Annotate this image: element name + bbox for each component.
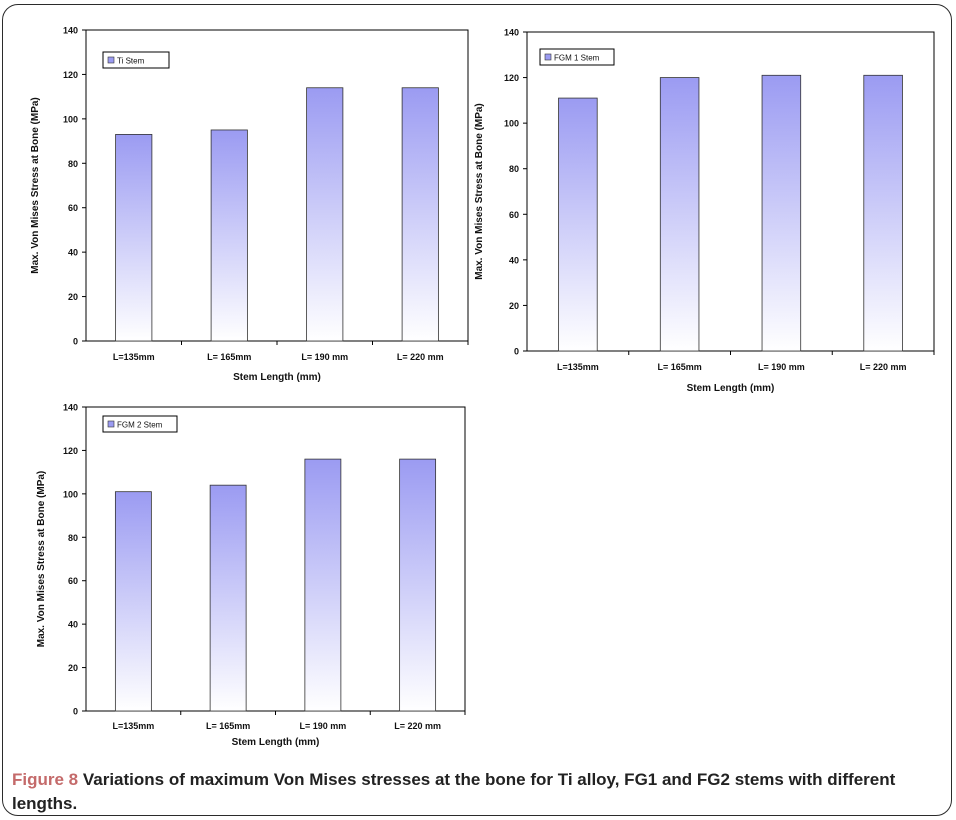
x-tick-label: L=135mm	[113, 352, 155, 362]
legend-label: FGM 2 Stem	[117, 421, 163, 430]
bar	[306, 87, 344, 342]
figure-charts: 0 20 40 60 80 100 120 140 L=135mm L= 165mm L= 190 …	[30, 26, 935, 748]
y-tick-label: 20	[509, 301, 519, 311]
y-tick-label: 140	[63, 26, 78, 36]
bar	[659, 77, 700, 352]
y-axis-title: Max. Von Mises Stress at Bone (MPa)	[30, 97, 41, 274]
bar	[863, 74, 903, 352]
y-tick-label: 20	[68, 292, 78, 302]
legend-box	[102, 51, 170, 69]
x-tick-label: L= 220 mm	[394, 721, 441, 731]
y-tick-label: 60	[68, 576, 78, 586]
y-tick-label: 60	[509, 210, 519, 220]
y-tick-label: 140	[504, 28, 519, 38]
bar	[558, 97, 598, 352]
y-tick-label: 140	[63, 403, 78, 413]
x-tick-label: L= 190 mm	[301, 352, 348, 362]
legend-swatch	[544, 53, 552, 61]
bar	[304, 458, 342, 712]
x-tick-label: L= 165mm	[657, 362, 701, 372]
y-tick-label: 40	[509, 255, 519, 265]
y-tick-label: 60	[68, 203, 78, 213]
y-tick-label: 100	[63, 489, 78, 499]
y-tick-label: 100	[504, 119, 519, 129]
y-tick-label: 100	[63, 114, 78, 124]
y-tick-label: 0	[73, 337, 78, 347]
legend-box	[102, 415, 178, 433]
bar	[115, 134, 153, 342]
x-tick-label: L= 190 mm	[758, 362, 805, 372]
bar	[114, 491, 152, 712]
y-tick-label: 20	[68, 663, 78, 673]
y-tick-label: 80	[509, 164, 519, 174]
legend-label: Ti Stem	[117, 57, 145, 66]
bar	[399, 458, 437, 712]
x-tick-label: L= 165mm	[207, 352, 251, 362]
x-tick-label: L=135mm	[112, 721, 154, 731]
x-tick-label: L= 190 mm	[299, 721, 346, 731]
y-tick-label: 0	[514, 347, 519, 357]
legend-label: FGM 1 Stem	[554, 54, 600, 63]
x-tick-label: L= 165mm	[206, 721, 250, 731]
x-axis-title: Stem Length (mm)	[687, 383, 775, 394]
legend-swatch	[107, 56, 115, 64]
x-axis-title: Stem Length (mm)	[233, 372, 321, 383]
y-tick-label: 120	[63, 70, 78, 80]
bar	[210, 129, 248, 342]
y-tick-label: 80	[68, 533, 78, 543]
x-tick-label: L= 220 mm	[397, 352, 444, 362]
y-axis-title: Max. Von Mises Stress at Bone (MPa)	[36, 471, 47, 648]
bar	[761, 74, 802, 352]
y-tick-label: 120	[63, 446, 78, 456]
bar	[209, 484, 247, 712]
x-tick-label: L=135mm	[557, 362, 599, 372]
legend-swatch	[107, 420, 115, 428]
y-axis-title: Max. Von Mises Stress at Bone (MPa)	[474, 103, 485, 280]
chart-panel-3: 0 20 40 60 80 100 120 140 L=135mm L= 165mm L= 190 …	[36, 403, 466, 748]
y-tick-label: 120	[504, 73, 519, 83]
y-tick-label: 0	[73, 707, 78, 717]
figure-label: Figure 8	[12, 770, 79, 789]
x-tick-label: L= 220 mm	[860, 362, 907, 372]
x-axis-title: Stem Length (mm)	[232, 737, 320, 748]
chart-panel-1: 0 20 40 60 80 100 120 140 L=135mm L= 165mm L= 190 …	[30, 26, 469, 383]
y-tick-label: 40	[68, 248, 78, 258]
figure-caption: Figure 8 Variations of maximum Von Mises…	[12, 768, 932, 816]
y-tick-label: 40	[68, 620, 78, 630]
figure-caption-text: Variations of maximum Von Mises stresses…	[12, 770, 896, 813]
legend-box	[539, 48, 615, 66]
y-tick-label: 80	[68, 159, 78, 169]
bar	[401, 87, 439, 342]
chart-panel-2: 0 20 40 60 80 100 120 140 L=135mm L= 165mm L= 190 …	[474, 28, 935, 394]
